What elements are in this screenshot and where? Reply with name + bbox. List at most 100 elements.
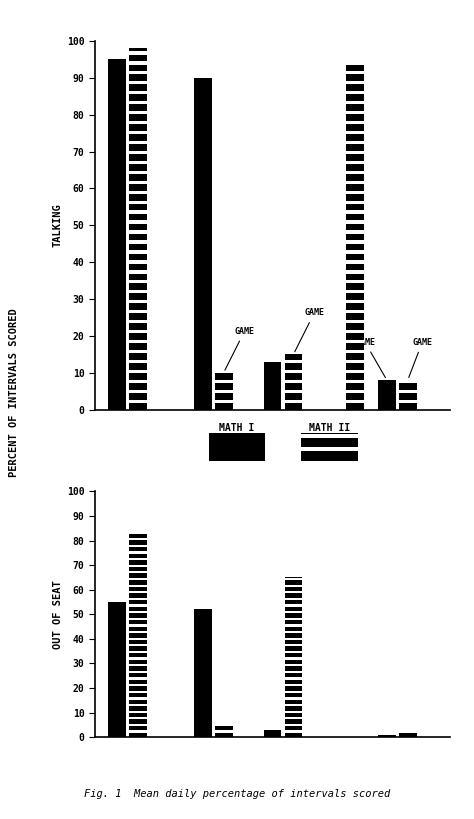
Bar [129, 290, 147, 293]
Bar [129, 52, 147, 55]
Bar [129, 697, 147, 699]
Bar [129, 220, 147, 224]
Bar [129, 658, 147, 660]
Bar [346, 151, 364, 154]
Bar [129, 380, 147, 383]
Bar [284, 585, 302, 586]
Bar [284, 369, 302, 373]
Bar [129, 671, 147, 673]
Bar [378, 735, 396, 737]
Bar [346, 63, 364, 410]
Y-axis label: TALKING: TALKING [53, 203, 63, 247]
Bar [284, 684, 302, 686]
Bar [346, 81, 364, 84]
Bar [215, 373, 233, 410]
Bar [129, 181, 147, 184]
Bar [129, 270, 147, 274]
Bar [129, 310, 147, 314]
Bar [129, 48, 147, 410]
Bar [129, 637, 147, 640]
Bar [399, 400, 417, 403]
Text: MATH I: MATH I [219, 423, 255, 432]
Bar [129, 578, 147, 580]
Bar [284, 651, 302, 653]
Bar [129, 141, 147, 144]
Bar [346, 369, 364, 373]
Bar [129, 611, 147, 613]
Bar [194, 609, 211, 737]
Bar [129, 551, 147, 554]
Bar [399, 380, 417, 383]
Bar [129, 280, 147, 283]
Bar [346, 181, 364, 184]
Bar [129, 598, 147, 600]
Bar [129, 201, 147, 204]
Bar [215, 725, 233, 737]
Bar [346, 131, 364, 134]
Bar [129, 558, 147, 560]
Bar [129, 300, 147, 303]
Bar [129, 690, 147, 693]
Bar [284, 577, 302, 737]
Bar [346, 300, 364, 303]
Bar [284, 690, 302, 693]
Bar [346, 201, 364, 204]
Bar [129, 571, 147, 573]
Bar [346, 251, 364, 254]
Bar [129, 369, 147, 373]
Bar [194, 78, 211, 410]
Bar [346, 121, 364, 124]
Bar [346, 340, 364, 343]
Bar [215, 731, 233, 733]
Bar [129, 61, 147, 65]
Bar [129, 151, 147, 154]
Text: GAME: GAME [225, 327, 255, 370]
Bar [346, 220, 364, 224]
Bar [284, 380, 302, 383]
Bar [284, 618, 302, 620]
Bar [129, 631, 147, 633]
Bar [284, 611, 302, 613]
Bar [284, 360, 302, 363]
Text: GAME: GAME [355, 338, 385, 378]
Bar [346, 260, 364, 264]
Bar [129, 390, 147, 393]
Bar [129, 111, 147, 115]
Bar [129, 170, 147, 174]
Bar [129, 240, 147, 243]
Bar [129, 210, 147, 214]
Bar [346, 240, 364, 243]
Bar [399, 380, 417, 410]
Bar [129, 350, 147, 353]
Bar [108, 60, 126, 409]
Bar [284, 591, 302, 593]
Bar [399, 732, 417, 737]
Bar [346, 71, 364, 75]
Bar [284, 731, 302, 733]
Bar [284, 724, 302, 726]
Bar [284, 624, 302, 627]
Bar [284, 598, 302, 600]
Bar [129, 360, 147, 363]
Text: GAME: GAME [295, 309, 324, 351]
Bar [346, 330, 364, 333]
Bar [284, 390, 302, 393]
Bar [129, 591, 147, 593]
Bar [129, 91, 147, 94]
Bar [346, 230, 364, 233]
Text: PERCENT OF INTERVALS SCORED: PERCENT OF INTERVALS SCORED [9, 309, 19, 477]
Bar [129, 724, 147, 726]
Bar [129, 260, 147, 264]
Bar [129, 101, 147, 104]
Bar [346, 91, 364, 94]
Bar [129, 533, 147, 737]
Bar [346, 111, 364, 115]
Bar [284, 637, 302, 640]
Bar [129, 230, 147, 233]
Bar [284, 658, 302, 660]
Bar [129, 81, 147, 84]
Bar [284, 671, 302, 673]
Bar [399, 390, 417, 393]
Bar [301, 438, 358, 447]
Bar [284, 717, 302, 719]
